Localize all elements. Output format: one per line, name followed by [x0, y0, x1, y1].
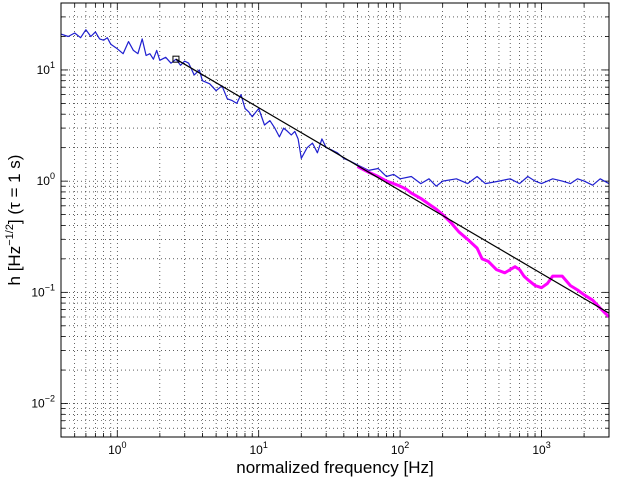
x-tick-label-base: 10 — [250, 443, 264, 457]
x-tick-label-exponent: 1 — [263, 440, 268, 450]
y-tick-label-base: 10 — [31, 285, 45, 299]
x-tick-label: 102 — [391, 440, 409, 457]
tick-marks — [60, 2, 610, 438]
y-tick-label-base: 10 — [31, 397, 45, 411]
y-tick-label-base: 10 — [37, 63, 51, 77]
x-tick-label-base: 10 — [532, 443, 546, 457]
y-axis-label-main: h [Hz — [5, 246, 24, 286]
x-tick-label-base: 10 — [108, 443, 122, 457]
y-axis-label: h [Hz−1/2] (τ = 1 s) — [4, 155, 24, 286]
series-lines — [60, 29, 611, 319]
y-tick-label-exponent: −2 — [45, 394, 55, 404]
x-axis-label: normalized frequency [Hz] — [236, 458, 433, 477]
start-marker — [172, 55, 180, 63]
y-tick-label-exponent: 0 — [50, 171, 55, 181]
y-tick-label: 10−1 — [31, 282, 55, 299]
x-tick-label: 103 — [532, 440, 550, 457]
black-series-line — [175, 58, 610, 314]
y-axis-label-exponent: −1/2 — [4, 224, 16, 246]
plot-frame — [60, 2, 610, 438]
x-tick-label-exponent: 0 — [121, 440, 126, 450]
y-tick-label: 101 — [37, 60, 55, 77]
magenta-series-line — [356, 165, 611, 319]
x-tick-label-base: 10 — [391, 443, 405, 457]
x-tick-label: 101 — [250, 440, 268, 457]
y-tick-label: 100 — [37, 171, 55, 188]
y-tick-label-exponent: 1 — [50, 60, 55, 70]
y-tick-label: 10−2 — [31, 394, 55, 411]
x-tick-label-exponent: 3 — [546, 440, 551, 450]
y-tick-label-base: 10 — [37, 174, 51, 188]
blue-series-line — [60, 29, 610, 187]
x-tick-label: 100 — [108, 440, 126, 457]
y-tick-label-exponent: −1 — [45, 282, 55, 292]
y-axis-label-tail: ] (τ = 1 s) — [5, 155, 24, 225]
x-tick-label-exponent: 2 — [404, 440, 409, 450]
